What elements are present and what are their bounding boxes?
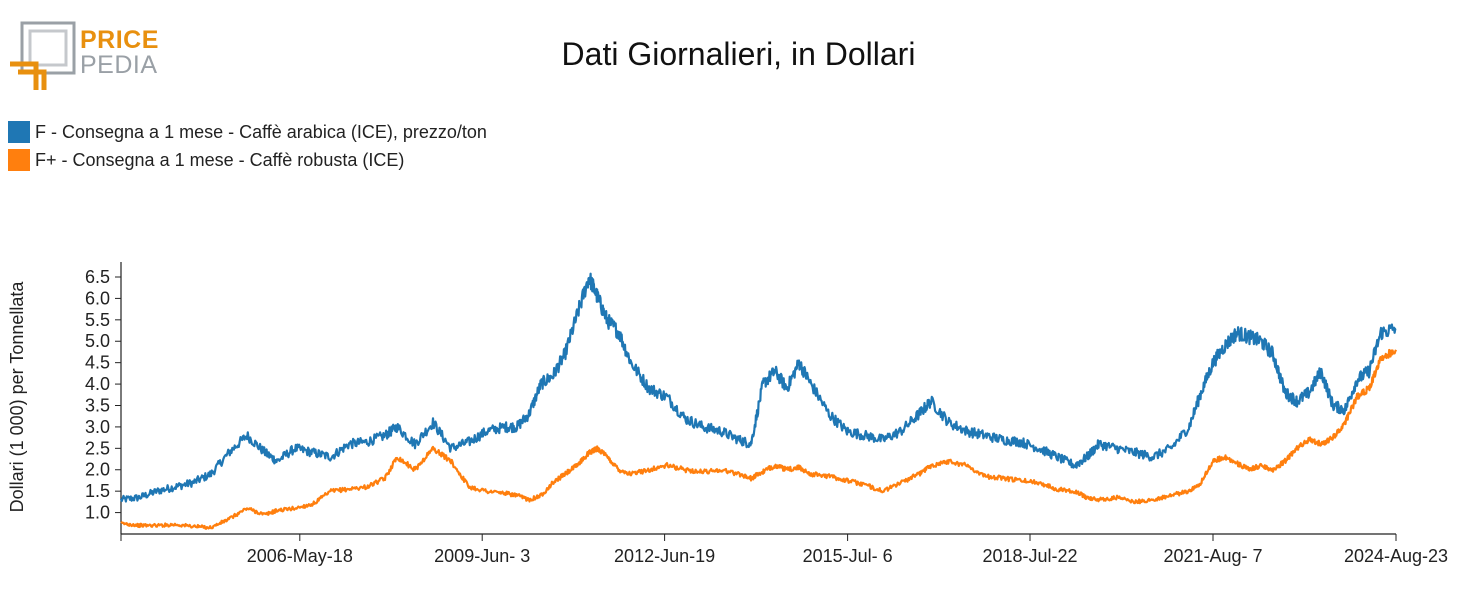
- y-tick-label: 1.5: [85, 481, 110, 501]
- series-line-arabica: [119, 272, 1397, 503]
- x-axis: 2006-May-18 2009-Jun- 3 2012-Jun-19 2015-Ju…: [120, 533, 1448, 566]
- y-tick-label: 2.5: [85, 438, 110, 458]
- y-tick-label: 4.0: [85, 374, 110, 394]
- x-tick-label: 2021-Aug- 7: [1163, 546, 1262, 566]
- logo-mark-icon: [10, 21, 76, 90]
- logo-word-pedia: PEDIA: [80, 51, 158, 79]
- y-tick-label: 5.0: [85, 331, 110, 351]
- y-tick-label: 2.0: [85, 460, 110, 480]
- x-tick-label: 2009-Jun- 3: [434, 546, 530, 566]
- y-tick-label: 4.5: [85, 353, 110, 373]
- legend-swatch-arabica: [8, 121, 30, 143]
- legend-label-arabica: F - Consegna a 1 mese - Caffè arabica (I…: [35, 121, 487, 142]
- y-tick-label: 6.5: [85, 267, 110, 287]
- y-tick-label: 3.0: [85, 417, 110, 437]
- chart-legend: F - Consegna a 1 mese - Caffè arabica (I…: [8, 118, 487, 174]
- series-layer: [119, 272, 1397, 530]
- y-tick-label: 6.0: [85, 288, 110, 308]
- x-tick-label: 2006-May-18: [247, 546, 353, 566]
- x-tick-label: 2018-Jul-22: [982, 546, 1077, 566]
- logo-word-price: PRICE: [80, 26, 159, 54]
- series-line-robusta: [120, 348, 1397, 530]
- legend-item-robusta[interactable]: F+ - Consegna a 1 mese - Caffè robusta (…: [8, 146, 487, 174]
- x-tick-label: 2012-Jun-19: [614, 546, 715, 566]
- pricepedia-logo: PRICE PEDIA: [8, 20, 168, 92]
- x-tick-label: 2024-Aug-23: [1344, 546, 1448, 566]
- x-tick-label: 2015-Jul- 6: [803, 546, 893, 566]
- y-tick-label: 3.5: [85, 395, 110, 415]
- legend-label-robusta: F+ - Consegna a 1 mese - Caffè robusta (…: [35, 149, 405, 170]
- y-axis: 1.01.52.02.53.03.54.04.55.05.56.06.5: [85, 262, 122, 534]
- y-axis-label: Dollari (1 000) per Tonnellata: [7, 281, 27, 513]
- y-tick-label: 5.5: [85, 310, 110, 330]
- legend-swatch-robusta: [8, 149, 30, 171]
- legend-item-arabica[interactable]: F - Consegna a 1 mese - Caffè arabica (I…: [8, 118, 487, 146]
- chart-title: Dati Giornalieri, in Dollari: [561, 36, 916, 72]
- y-tick-label: 1.0: [85, 503, 110, 523]
